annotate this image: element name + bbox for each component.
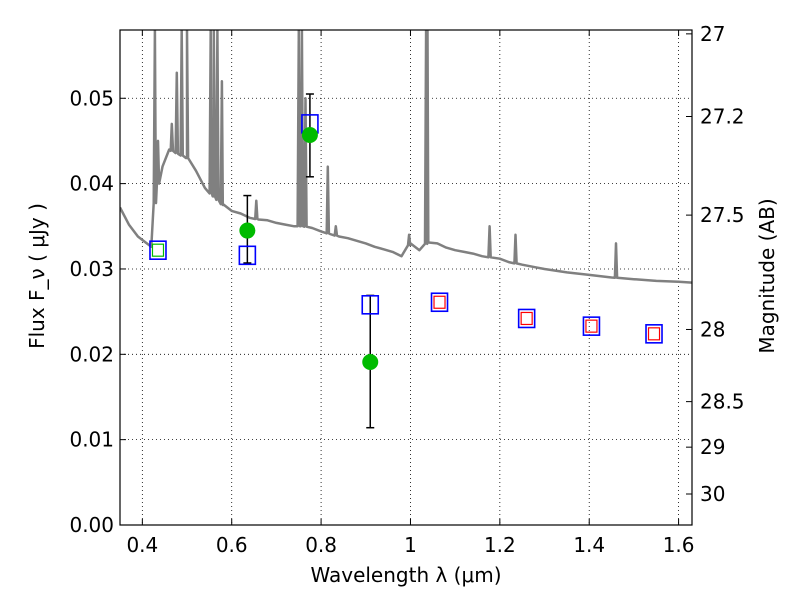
photometry-markers: [149, 114, 663, 370]
axis-tick-labels: 0.4 0.6 0.8 1 1.2 1.4 1.6 0.00 0.01 0.02 0.03 0.04 0…: [69, 22, 744, 557]
inner-marker-square: [433, 295, 446, 309]
model-spectrum: [120, 30, 692, 284]
inner-marker-square: [520, 311, 533, 326]
axis-ticks: [120, 30, 692, 526]
mag-tick-label: 27.5: [700, 203, 745, 227]
model-photometry-square: [149, 240, 167, 260]
y-tick-label: 0.04: [69, 172, 114, 196]
mag-tick-label: 30: [700, 482, 725, 506]
x-tick-label: 0.6: [216, 533, 248, 557]
mag-tick-label: 27: [700, 22, 725, 46]
observed-photometry-point: [362, 353, 379, 370]
y-tick-label: 0.02: [69, 342, 114, 366]
model-photometry-square: [582, 316, 601, 336]
x-tick-label: 0.8: [305, 533, 337, 557]
inner-marker-square: [647, 327, 661, 341]
model-photometry-square: [238, 245, 257, 266]
mag-tick-label: 28: [700, 317, 725, 341]
model-photometry-square: [430, 292, 449, 313]
y-tick-label: 0.03: [69, 257, 114, 281]
plot-frame: [119, 29, 693, 526]
model-photometry-square: [645, 324, 663, 344]
mag-tick-label: 27.2: [700, 104, 745, 128]
y-tick-label: 0.05: [69, 86, 114, 110]
y-axis-label-right: Magnitude (AB): [755, 198, 779, 353]
x-tick-label: 1.6: [663, 533, 695, 557]
x-axis-label: Wavelength λ (μm): [310, 563, 501, 587]
inner-marker-square: [585, 319, 598, 333]
mag-tick-label: 29: [700, 435, 725, 459]
y-tick-label: 0.01: [69, 428, 114, 452]
model-photometry-square: [517, 308, 536, 329]
observed-photometry-point: [239, 222, 256, 239]
spectrum-line: [120, 30, 692, 284]
inner-marker-square: [151, 243, 165, 257]
observed-photometry-point: [301, 126, 318, 143]
x-tick-label: 1.4: [573, 533, 605, 557]
y-tick-label: 0.00: [69, 513, 114, 537]
x-tick-label: 1.2: [484, 533, 516, 557]
mag-tick-label: 28.5: [700, 390, 745, 414]
model-photometry-square: [361, 295, 380, 315]
x-tick-label: 1: [404, 533, 417, 557]
y-axis-label-left: Flux F_ν ( μJy ): [25, 203, 49, 349]
error-bars: [243, 93, 375, 429]
x-tick-label: 0.4: [126, 533, 158, 557]
